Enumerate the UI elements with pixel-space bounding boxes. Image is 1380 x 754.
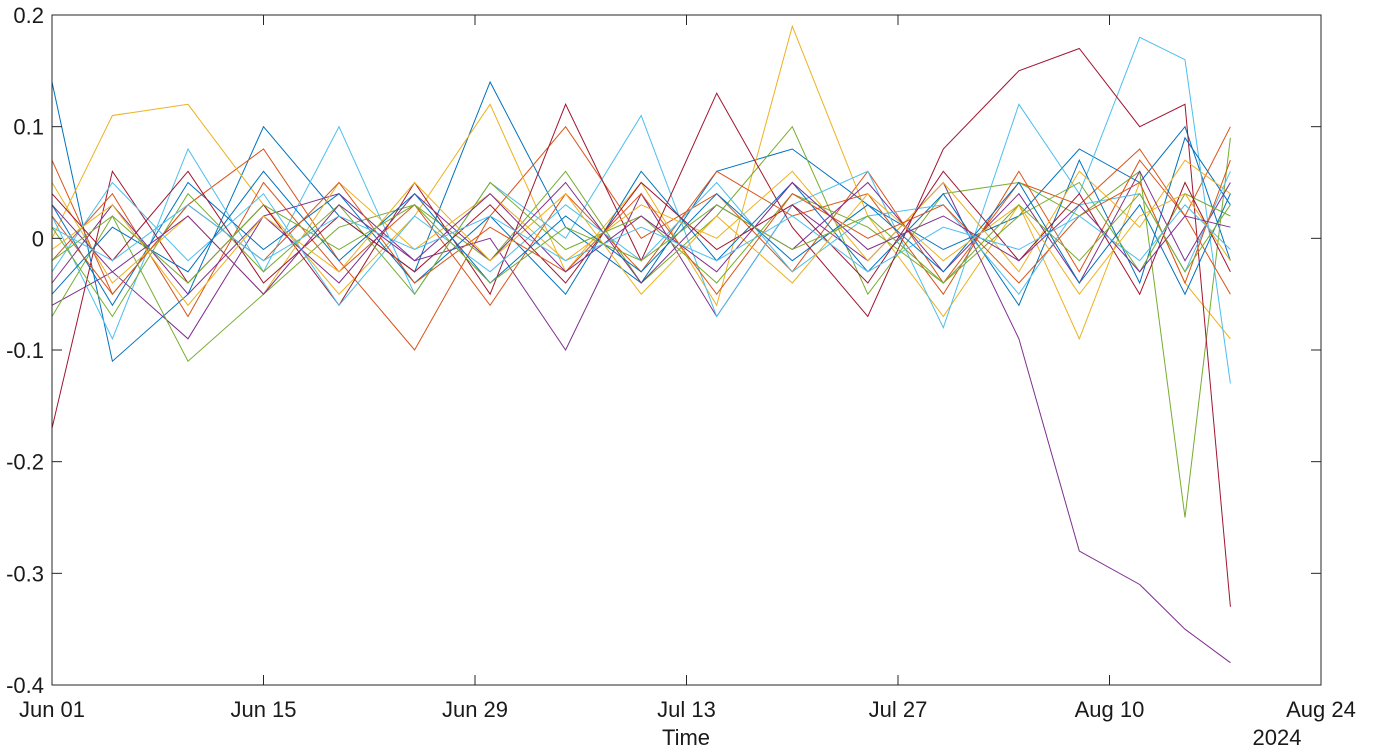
y-tick-label: 0.1 — [13, 115, 44, 140]
x-axis-label: Time — [662, 725, 710, 750]
series-line-19 — [51, 192, 1231, 284]
y-tick-label: -0.3 — [6, 561, 44, 586]
x-tick-label: Aug 10 — [1075, 697, 1145, 722]
label-layer: Jun 01 Jun 15 Jun 29 Jul 13 Jul 27 Aug 10 Aug … — [6, 3, 1356, 722]
series-line-12 — [51, 181, 1231, 318]
series-line-13 — [51, 171, 1231, 307]
y-tick-label: 0 — [32, 226, 44, 251]
y-tick-label: -0.1 — [6, 338, 44, 363]
y-tick-label: -0.4 — [6, 673, 44, 698]
year-label: 2024 — [1253, 725, 1302, 750]
x-tick-label: Jun 15 — [230, 697, 296, 722]
x-tick-label: Aug 24 — [1286, 697, 1356, 722]
x-tick-label: Jul 13 — [657, 697, 716, 722]
series-line-20 — [51, 204, 1231, 273]
y-tick-label: -0.2 — [6, 450, 44, 475]
series-line-17 — [51, 181, 1231, 307]
x-tick-label: Jun 29 — [442, 697, 508, 722]
tick-layer — [51, 14, 1322, 686]
series-line-1 — [51, 80, 1231, 363]
series-layer — [51, 24, 1231, 664]
x-tick-label: Jun 01 — [19, 697, 85, 722]
y-tick-label: 0.2 — [13, 3, 44, 28]
x-tick-label: Jul 27 — [869, 697, 928, 722]
